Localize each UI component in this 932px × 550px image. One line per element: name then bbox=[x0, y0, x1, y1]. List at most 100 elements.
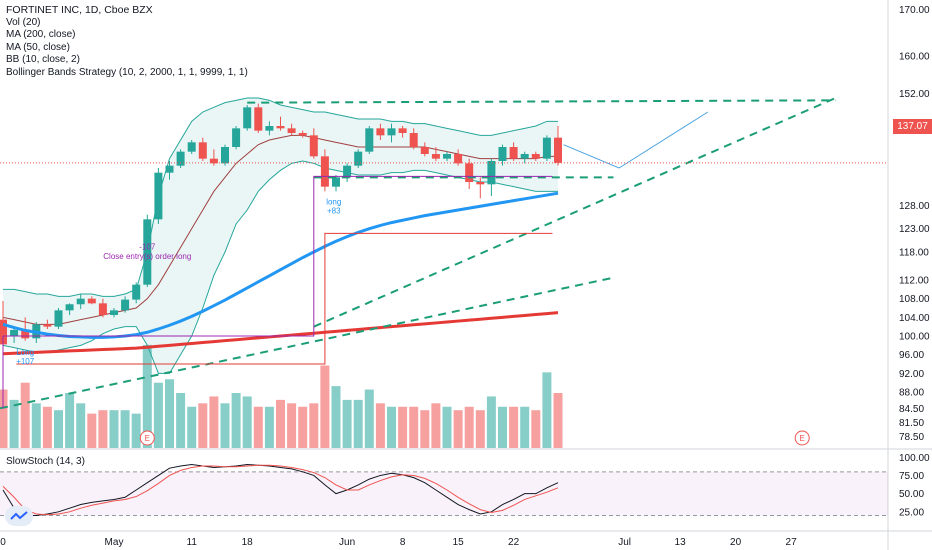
volume-bar bbox=[65, 393, 75, 448]
volume-bar bbox=[31, 403, 41, 448]
time-axis-label: 22 bbox=[508, 537, 520, 548]
price-axis-label: 152.00 bbox=[899, 89, 930, 100]
volume-bar bbox=[253, 406, 263, 448]
volume-bar bbox=[264, 406, 274, 448]
candle-body bbox=[98, 303, 107, 315]
price-axis-label: 123.00 bbox=[899, 224, 930, 235]
volume-bar bbox=[298, 406, 308, 448]
candle-body bbox=[309, 135, 318, 157]
volume-bar bbox=[131, 413, 141, 448]
volume-bar bbox=[520, 406, 530, 448]
stoch-axis-label: 50.00 bbox=[899, 489, 924, 500]
tradingview-logo-icon[interactable] bbox=[5, 506, 33, 526]
volume-bar bbox=[198, 403, 208, 448]
volume-bar bbox=[87, 413, 97, 448]
volume-bar bbox=[498, 406, 507, 448]
price-axis-label: 118.00 bbox=[899, 248, 929, 259]
candle-body bbox=[165, 165, 174, 173]
volume-bar bbox=[120, 410, 130, 448]
stoch-k-line bbox=[2, 464, 559, 516]
long-entry-label-2: long bbox=[326, 197, 341, 206]
volume-bar bbox=[320, 365, 330, 448]
earnings-label: E bbox=[145, 434, 150, 443]
price-axis-label: 128.00 bbox=[899, 201, 930, 212]
volume-bar bbox=[531, 410, 541, 448]
candle-body bbox=[343, 165, 352, 178]
candle-body bbox=[520, 154, 529, 159]
candle-body bbox=[420, 147, 429, 154]
time-axis-label: Jul bbox=[618, 537, 631, 548]
candle-body bbox=[443, 154, 451, 159]
earnings-marker bbox=[794, 430, 810, 446]
volume-bar bbox=[187, 406, 197, 448]
candle-body bbox=[209, 158, 218, 164]
volume-bar bbox=[54, 410, 63, 448]
time-axis-label: 8 bbox=[400, 537, 406, 548]
close-qty-label: -107 bbox=[139, 243, 156, 252]
candle-body bbox=[43, 324, 52, 327]
time-axis-label: 20 bbox=[730, 537, 742, 548]
candle-body bbox=[87, 298, 96, 304]
volume-bar bbox=[109, 410, 119, 448]
candle-body bbox=[509, 147, 518, 159]
volume-bar bbox=[142, 344, 152, 448]
candle-body bbox=[365, 128, 374, 152]
volume-bar bbox=[475, 410, 485, 448]
projection-path bbox=[563, 111, 709, 169]
stoch-axis-label: 75.00 bbox=[899, 471, 924, 482]
legend-title: FORTINET INC, 1D, Cboe BZX bbox=[6, 4, 153, 16]
time-axis-label: 11 bbox=[187, 537, 198, 548]
price-axis-label: 78.50 bbox=[899, 432, 924, 443]
legend-bb: BB (10, close, 2) bbox=[6, 54, 80, 65]
ma50-line bbox=[2, 191, 559, 339]
long-entry-qty-1: +107 bbox=[16, 357, 35, 366]
volume-bar bbox=[387, 406, 396, 448]
chart-legend: FORTINET INC, 1D, Cboe BZX Vol (20) MA (… bbox=[6, 4, 248, 79]
strategy-stop-line bbox=[3, 175, 553, 337]
candle-body bbox=[198, 142, 207, 159]
candle-body bbox=[187, 142, 196, 152]
earnings-marker bbox=[139, 430, 155, 446]
volume-bar bbox=[209, 396, 219, 448]
volume-bar bbox=[98, 410, 108, 448]
candle-body bbox=[143, 219, 152, 285]
volume-bar bbox=[20, 382, 30, 448]
candle-body bbox=[154, 172, 163, 220]
candle-body bbox=[132, 284, 141, 300]
volume-bar bbox=[153, 382, 163, 448]
volume-bar bbox=[220, 403, 230, 448]
bb-middle-line bbox=[2, 134, 558, 325]
bb-upper-line bbox=[3, 97, 558, 297]
candle-body bbox=[276, 126, 285, 129]
candle-body bbox=[265, 126, 274, 131]
legend-volume: Vol (20) bbox=[6, 16, 41, 28]
time-axis-label: Jun bbox=[339, 537, 355, 548]
candle-body bbox=[232, 128, 241, 147]
volume-bar bbox=[42, 406, 52, 448]
candle-body bbox=[465, 163, 474, 182]
volume-bar bbox=[509, 406, 519, 448]
volume-bar bbox=[553, 393, 563, 448]
candle-body bbox=[554, 137, 562, 163]
legend-ma50: MA (50, close) bbox=[6, 41, 70, 53]
volume-bar bbox=[364, 389, 374, 448]
candle-body bbox=[354, 151, 363, 166]
close-entry-label: Close entry(s) order long bbox=[103, 252, 191, 261]
time-axis-label: 18 bbox=[242, 537, 254, 548]
price-axis-label: 160.00 bbox=[899, 52, 930, 63]
volume-bar bbox=[276, 399, 285, 448]
volume-bar bbox=[331, 386, 341, 448]
volume-bar bbox=[353, 399, 363, 448]
candle-body bbox=[431, 154, 440, 159]
volume-bar bbox=[409, 406, 419, 448]
candle-body bbox=[76, 298, 85, 305]
legend-ma200: MA (200, close) bbox=[6, 29, 76, 40]
candle-body bbox=[254, 107, 263, 131]
long-entry-label-1: Long bbox=[16, 348, 34, 357]
candle-body bbox=[54, 310, 63, 327]
candle-body bbox=[332, 177, 340, 187]
candle-body bbox=[10, 329, 19, 336]
candle-body bbox=[287, 128, 296, 133]
time-axis-label: May bbox=[105, 537, 124, 548]
